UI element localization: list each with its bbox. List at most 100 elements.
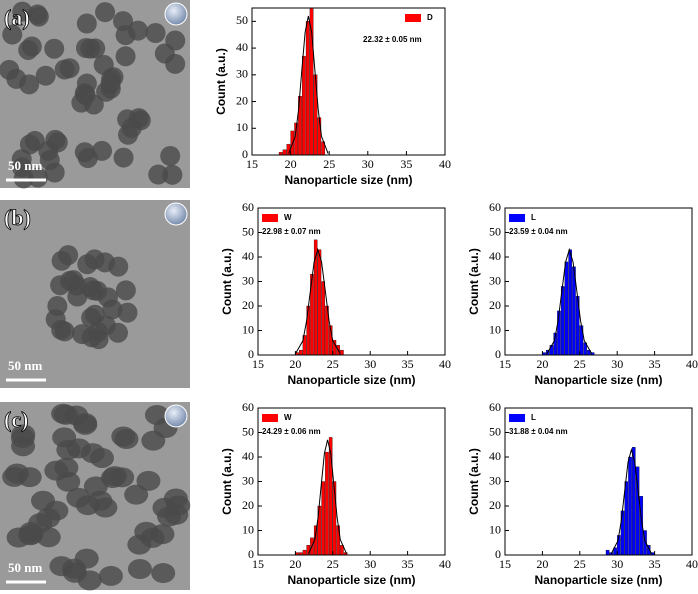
histogram-bar (340, 349, 344, 356)
y-axis-label: Count (a.u.) (220, 448, 234, 515)
nanoparticle (144, 404, 169, 425)
y-tick-label: 10 (236, 120, 248, 134)
y-tick-label: 20 (242, 298, 254, 312)
nanoparticle (151, 563, 176, 584)
x-axis-label: Nanoparticle size (nm) (287, 573, 415, 587)
x-axis-label: Nanoparticle size (nm) (287, 373, 415, 387)
y-tick-label: 30 (236, 67, 248, 81)
nanoparticle (19, 134, 40, 155)
annotation: 23.59 ± 0.04 nm (509, 227, 568, 236)
y-tick-label: 10 (489, 322, 501, 336)
y-tick-label: 0 (248, 347, 254, 361)
x-tick-label: 25 (574, 557, 586, 571)
y-tick-label: 20 (236, 93, 248, 107)
histogram-bar (302, 55, 306, 156)
nanoparticle (95, 2, 116, 23)
x-tick-label: 30 (364, 557, 376, 571)
nanoparticle (27, 4, 48, 25)
y-tick-label: 20 (489, 498, 501, 512)
legend-label: W (284, 413, 292, 422)
y-tick-label: 0 (242, 147, 248, 161)
legend-swatch (509, 414, 525, 422)
y-tick-label: 30 (489, 273, 501, 287)
fit-curve (308, 439, 348, 554)
y-tick-label: 50 (489, 424, 501, 438)
nanoparticle (21, 36, 42, 57)
histogram-bar (317, 117, 322, 156)
x-tick-label: 20 (289, 557, 301, 571)
nanoparticle (98, 565, 123, 586)
histogram-bar (568, 249, 572, 356)
nanoparticle (88, 490, 113, 511)
y-tick-label: 0 (248, 547, 254, 561)
x-tick-label: 40 (686, 557, 698, 571)
nanoparticle (2, 24, 23, 45)
histogram-bar (564, 261, 569, 356)
nanoparticle (145, 23, 166, 44)
nanoparticle (54, 321, 75, 342)
y-tick-label: 40 (236, 40, 248, 54)
panel-label: (c) (4, 407, 28, 432)
y-tick-label: 50 (242, 224, 254, 238)
nanoparticle (44, 162, 65, 183)
x-tick-label: 25 (327, 357, 339, 371)
legend-swatch (509, 214, 525, 222)
nanoparticle (54, 457, 79, 478)
nanoparticle (12, 1, 33, 22)
nanoparticle (160, 145, 181, 166)
nanoparticle (51, 250, 72, 271)
x-tick-label: 25 (574, 357, 586, 371)
nanoparticle (95, 315, 116, 336)
fit-curve (294, 247, 341, 355)
nanoparticle (128, 20, 149, 41)
y-tick-label: 0 (495, 547, 501, 561)
nanoparticle (154, 43, 175, 64)
nanoparticle (44, 500, 69, 521)
legend-label: W (284, 213, 292, 222)
histogram-bar (302, 549, 307, 556)
scale-bar-label: 50 nm (8, 358, 42, 373)
x-tick-label: 20 (536, 557, 548, 571)
x-tick-label: 20 (289, 357, 301, 371)
y-tick-label: 30 (489, 473, 501, 487)
nanoparticle (76, 73, 97, 94)
x-tick-label: 30 (611, 357, 623, 371)
y-tick-label: 30 (242, 473, 254, 487)
nanoparticle (102, 466, 127, 487)
y-axis-label: Count (a.u.) (220, 248, 234, 315)
x-tick-label: 35 (649, 357, 661, 371)
y-tick-label: 20 (489, 298, 501, 312)
x-axis-label: Nanoparticle size (nm) (534, 373, 662, 387)
y-tick-label: 50 (242, 424, 254, 438)
x-tick-label: 40 (439, 357, 451, 371)
y-tick-label: 60 (242, 200, 254, 214)
y-tick-label: 40 (489, 249, 501, 263)
y-tick-label: 20 (242, 498, 254, 512)
x-tick-label: 35 (402, 557, 414, 571)
x-tick-label: 40 (439, 557, 451, 571)
x-tick-label: 15 (246, 157, 258, 171)
tem-images (0, 0, 191, 591)
scale-bar-label: 50 nm (8, 560, 42, 575)
y-tick-label: 60 (489, 200, 501, 214)
panel-label: (b) (4, 205, 31, 230)
nanoparticle (19, 521, 44, 542)
legend-label: L (531, 413, 536, 422)
legend-swatch (262, 414, 278, 422)
y-tick-label: 60 (489, 400, 501, 414)
annotation: 24.29 ± 0.06 nm (262, 427, 321, 436)
nanoparticle (97, 287, 118, 308)
legend-swatch (405, 14, 421, 22)
x-tick-label: 30 (362, 157, 374, 171)
y-tick-label: 10 (489, 522, 501, 536)
annotation: 22.98 ± 0.07 nm (262, 227, 321, 236)
panel-label: (a) (4, 5, 30, 30)
nanoparticle (136, 470, 161, 491)
nanoparticle (74, 548, 99, 569)
histogram-bar (321, 281, 325, 356)
nanoparticle (11, 424, 36, 445)
y-axis-label: Count (a.u.) (214, 48, 228, 115)
histogram-bar (325, 451, 329, 556)
histogram-bar (305, 21, 310, 156)
nanoparticle (162, 164, 183, 185)
